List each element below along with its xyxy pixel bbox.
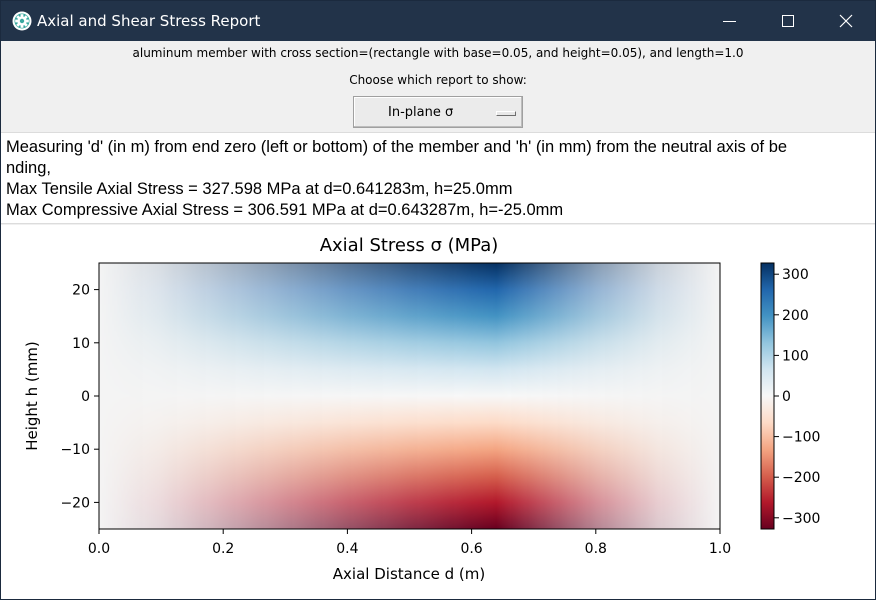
- x-tick-label: 0.2: [212, 541, 234, 557]
- y-tick-label: −10: [60, 442, 90, 458]
- stress-summary: Measuring 'd' (in m) from end zero (left…: [1, 132, 875, 224]
- colorbar-tick-label: 300: [782, 267, 809, 283]
- choose-report-label: Choose which report to show:: [349, 73, 527, 87]
- report-select-dropdown[interactable]: In-plane σ: [353, 96, 523, 128]
- maximize-button[interactable]: [759, 1, 817, 41]
- y-tick-label: −20: [60, 495, 90, 511]
- title-bar[interactable]: Axial and Shear Stress Report: [1, 1, 875, 41]
- x-tick-label: 1.0: [709, 541, 731, 557]
- chart-title: Axial Stress σ (MPa): [320, 235, 499, 256]
- report-header: aluminum member with cross section=(rect…: [1, 41, 875, 131]
- measurement-note-continued: nding,: [6, 159, 51, 177]
- y-axis-ticks: 20 10 0 −10 −20: [60, 283, 99, 511]
- maximize-icon: [782, 15, 794, 27]
- x-tick-label: 0.6: [460, 541, 482, 557]
- report-select-value: In-plane σ: [388, 105, 454, 120]
- x-tick-label: 0.0: [88, 541, 110, 557]
- colorbar: [761, 263, 774, 529]
- option-menu-indicator-icon: [496, 111, 516, 116]
- colorbar-tick-label: −200: [782, 470, 820, 486]
- axial-stress-chart: Axial Stress σ (MPa) 0.0 0.2 0.4 0.6 0.8 1.0 …: [23, 235, 820, 583]
- x-axis-ticks: 0.0 0.2 0.4 0.6 0.8 1.0: [88, 529, 731, 557]
- colorbar-tick-label: 100: [782, 348, 809, 364]
- measurement-note: Measuring 'd' (in m) from end zero (left…: [6, 138, 788, 156]
- y-tick-label: 0: [81, 389, 90, 405]
- window-title: Axial and Shear Stress Report: [37, 12, 261, 30]
- minimize-icon: [723, 21, 736, 22]
- y-axis-label: Height h (mm): [23, 341, 41, 451]
- close-icon: [839, 14, 853, 28]
- colorbar-tick-label: 0: [782, 389, 791, 405]
- gear-icon: [12, 11, 32, 31]
- member-description: aluminum member with cross section=(rect…: [132, 46, 744, 60]
- minimize-button[interactable]: [701, 1, 759, 41]
- stress-heatmap: [99, 263, 720, 529]
- close-button[interactable]: [817, 1, 875, 41]
- colorbar-ticks: 300 200 100 0 −100 −200 −300: [774, 267, 820, 527]
- x-tick-label: 0.8: [585, 541, 607, 557]
- max-compressive-stress: Max Compressive Axial Stress = 306.591 M…: [6, 201, 564, 219]
- colorbar-tick-label: −100: [782, 430, 820, 446]
- plot-area: Axial Stress σ (MPa) 0.0 0.2 0.4 0.6 0.8 1.0 …: [1, 225, 875, 599]
- y-tick-label: 20: [72, 283, 90, 299]
- y-tick-label: 10: [72, 336, 90, 352]
- max-tensile-stress: Max Tensile Axial Stress = 327.598 MPa a…: [6, 180, 513, 198]
- x-axis-label: Axial Distance d (m): [333, 565, 485, 583]
- x-tick-label: 0.4: [336, 541, 358, 557]
- colorbar-tick-label: 200: [782, 308, 809, 324]
- colorbar-tick-label: −300: [782, 511, 820, 527]
